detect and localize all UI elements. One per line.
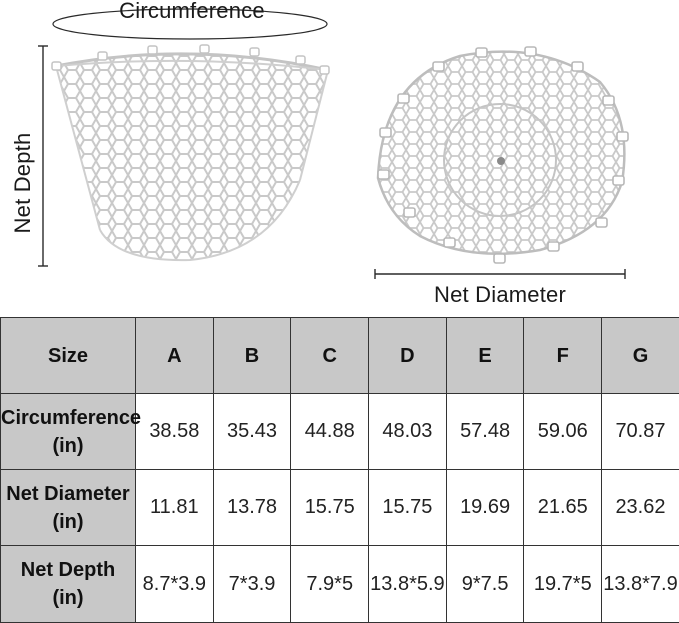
header-cell-g: G bbox=[602, 318, 679, 394]
table-cell: 38.58 bbox=[136, 394, 214, 470]
table-cell: 23.62 bbox=[602, 470, 679, 546]
net-diagram: Circumference Net Depth Net Diameter bbox=[0, 0, 679, 316]
table-cell: 9*7.5 bbox=[446, 546, 524, 623]
table-cell: 19.7*5 bbox=[524, 546, 602, 623]
row-label-net-diameter: Net Diameter (in) bbox=[1, 470, 136, 546]
table-cell: 35.43 bbox=[213, 394, 291, 470]
row-label-net-depth: Net Depth (in) bbox=[1, 546, 136, 623]
circumference-label: Circumference bbox=[0, 0, 384, 24]
net-depth-label: Net Depth bbox=[10, 118, 36, 248]
header-cell-b: B bbox=[213, 318, 291, 394]
table-cell: 13.8*7.9 bbox=[602, 546, 679, 623]
header-cell-c: C bbox=[291, 318, 369, 394]
row-label-circumference: Circumference (in) bbox=[1, 394, 136, 470]
header-cell-a: A bbox=[136, 318, 214, 394]
table-cell: 44.88 bbox=[291, 394, 369, 470]
net-side-view bbox=[50, 40, 335, 270]
table-cell: 70.87 bbox=[602, 394, 679, 470]
table-row-net-depth: Net Depth (in) 8.7*3.9 7*3.9 7.9*5 13.8*… bbox=[1, 546, 679, 623]
header-cell-f: F bbox=[524, 318, 602, 394]
table-cell: 7.9*5 bbox=[291, 546, 369, 623]
size-table: Size A B C D E F G Circumference (in) 38… bbox=[0, 317, 679, 623]
table-header-row: Size A B C D E F G bbox=[1, 318, 679, 394]
table-cell: 11.81 bbox=[136, 470, 214, 546]
table-cell: 15.75 bbox=[291, 470, 369, 546]
table-cell: 8.7*3.9 bbox=[136, 546, 214, 623]
table-cell: 19.69 bbox=[446, 470, 524, 546]
net-top-view bbox=[374, 47, 630, 264]
header-cell-size: Size bbox=[1, 318, 136, 394]
table-row-net-diameter: Net Diameter (in) 11.81 13.78 15.75 15.7… bbox=[1, 470, 679, 546]
table-cell: 48.03 bbox=[369, 394, 447, 470]
table-cell: 13.78 bbox=[213, 470, 291, 546]
table-cell: 57.48 bbox=[446, 394, 524, 470]
table-cell: 7*3.9 bbox=[213, 546, 291, 623]
header-cell-e: E bbox=[446, 318, 524, 394]
table-cell: 13.8*5.9 bbox=[369, 546, 447, 623]
table-row-circumference: Circumference (in) 38.58 35.43 44.88 48.… bbox=[1, 394, 679, 470]
header-cell-d: D bbox=[369, 318, 447, 394]
net-diameter-label: Net Diameter bbox=[374, 282, 626, 308]
table-cell: 15.75 bbox=[369, 470, 447, 546]
table-cell: 21.65 bbox=[524, 470, 602, 546]
table-cell: 59.06 bbox=[524, 394, 602, 470]
net-illustration bbox=[0, 0, 679, 316]
